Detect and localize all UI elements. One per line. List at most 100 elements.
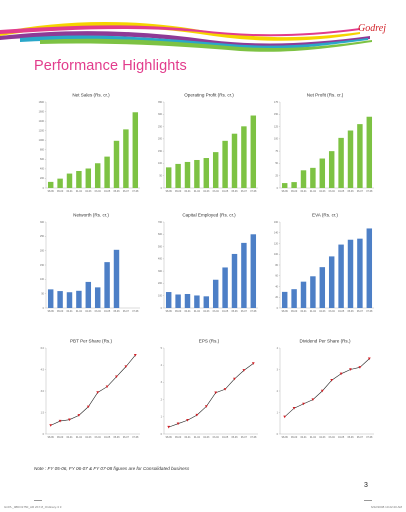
series-line (168, 363, 254, 428)
bar (104, 156, 110, 188)
x-tick-label: 01-02 (310, 310, 317, 313)
bar (47, 289, 54, 308)
x-tick-label: 02-03 (203, 310, 210, 313)
x-tick-label: 98-99 (166, 190, 173, 193)
data-point (204, 405, 208, 408)
x-tick-label: 99-00 (57, 190, 64, 193)
y-tick-label: 1000 (39, 139, 45, 142)
data-point (96, 391, 100, 394)
y-tick-label: 50 (41, 292, 44, 295)
header-banner: Godrej (0, 21, 386, 52)
x-tick-label: 03-04 (213, 436, 220, 439)
x-tick-label: 03-04 (329, 310, 336, 313)
data-point (292, 407, 296, 410)
bar (338, 244, 344, 308)
y-tick-label: 20 (275, 296, 278, 299)
bar (66, 173, 73, 188)
x-tick-label: 99-00 (57, 310, 64, 313)
bar (175, 294, 181, 308)
x-tick-label: 06-07 (357, 436, 364, 439)
data-point (214, 391, 218, 395)
y-tick-label: 0 (277, 307, 279, 310)
y-tick-label: 4.5 (41, 368, 45, 371)
y-tick-label: 0 (43, 433, 45, 436)
y-tick-label: 100 (158, 162, 163, 165)
bar (165, 167, 172, 188)
y-tick-label: 0 (43, 187, 45, 190)
x-tick-label: 02-03 (85, 436, 92, 439)
y-tick-label: 300 (40, 221, 45, 224)
x-tick-label: 04-05 (104, 190, 111, 193)
chart-title: Net Profit (Rs. cr.) (307, 93, 344, 98)
chart-title: Capital Employed (Rs. cr.) (182, 213, 236, 218)
y-tick-label: 200 (158, 138, 163, 141)
x-tick-label: 04-05 (104, 310, 111, 313)
data-point (68, 418, 71, 422)
bar (328, 256, 335, 308)
page-title: Performance Highlights (34, 58, 187, 74)
x-tick-label: 01-02 (194, 436, 201, 439)
x-tick-label: 04-05 (104, 436, 111, 439)
x-tick-label: 02-03 (85, 310, 92, 313)
page-number: 3 (364, 482, 368, 489)
x-tick-label: 98-99 (282, 436, 289, 439)
x-tick-label: 01-02 (194, 190, 201, 193)
y-tick-label: 50 (159, 175, 162, 178)
x-tick-label: 99-00 (291, 436, 298, 439)
x-tick-label: 05-06 (231, 436, 238, 439)
x-tick-label: 01-02 (76, 310, 83, 313)
x-tick-label: 05-06 (113, 436, 120, 439)
x-tick-label: 99-00 (57, 436, 64, 439)
x-tick-label: 07-08 (250, 190, 257, 193)
y-tick-label: 100 (274, 253, 279, 256)
bar (76, 290, 82, 308)
y-tick-label: 60 (275, 275, 278, 278)
x-tick-label: 00-01 (300, 310, 307, 313)
y-tick-label: 1.5 (41, 411, 45, 414)
bar (194, 159, 200, 188)
bar (291, 182, 297, 188)
y-tick-label: 75 (275, 150, 278, 153)
x-tick-label: 06-07 (241, 310, 248, 313)
bar (94, 163, 101, 188)
x-tick-label: 99-00 (175, 310, 182, 313)
y-tick-label: 100 (274, 138, 279, 141)
y-tick-label: 150 (40, 264, 45, 267)
y-tick-label: 3 (277, 368, 279, 371)
y-tick-label: 700 (158, 221, 163, 224)
bar (212, 279, 219, 308)
x-tick-label: 98-99 (166, 436, 173, 439)
bar (241, 126, 247, 188)
bar (366, 116, 373, 188)
x-tick-label: 04-05 (338, 310, 345, 313)
bar (57, 178, 63, 188)
bar (47, 181, 54, 188)
x-tick-label: 00-01 (300, 190, 307, 193)
chart-operating-profit: Operating Profit (Rs. cr.) 0 50 100 150 200 25… (146, 92, 264, 204)
x-tick-label: 00-01 (184, 190, 191, 193)
bar (175, 163, 181, 188)
x-tick-label: 99-00 (291, 190, 298, 193)
x-tick-label: 03-04 (329, 436, 336, 439)
y-tick-label: 2 (277, 390, 279, 393)
data-point (302, 402, 305, 406)
x-tick-label: 01-02 (310, 190, 317, 193)
print-footer-right: 6/22/2008 10:22:20 AM (370, 505, 402, 509)
data-point (283, 415, 287, 419)
data-point (105, 385, 109, 389)
data-point (176, 422, 180, 426)
banner-swoosh-purple (0, 31, 370, 48)
x-tick-label: 01-02 (76, 190, 83, 193)
bar (310, 276, 316, 308)
y-tick-label: 0 (161, 433, 163, 436)
x-tick-label: 02-03 (319, 310, 326, 313)
x-tick-label: 03-04 (213, 310, 220, 313)
x-tick-label: 02-03 (203, 190, 210, 193)
bar (250, 115, 257, 188)
x-tick-label: 05-06 (113, 190, 120, 193)
bar (184, 293, 191, 308)
data-point (358, 366, 362, 369)
bar (281, 183, 288, 188)
bar (66, 292, 73, 308)
y-tick-label: 1 (161, 416, 163, 419)
